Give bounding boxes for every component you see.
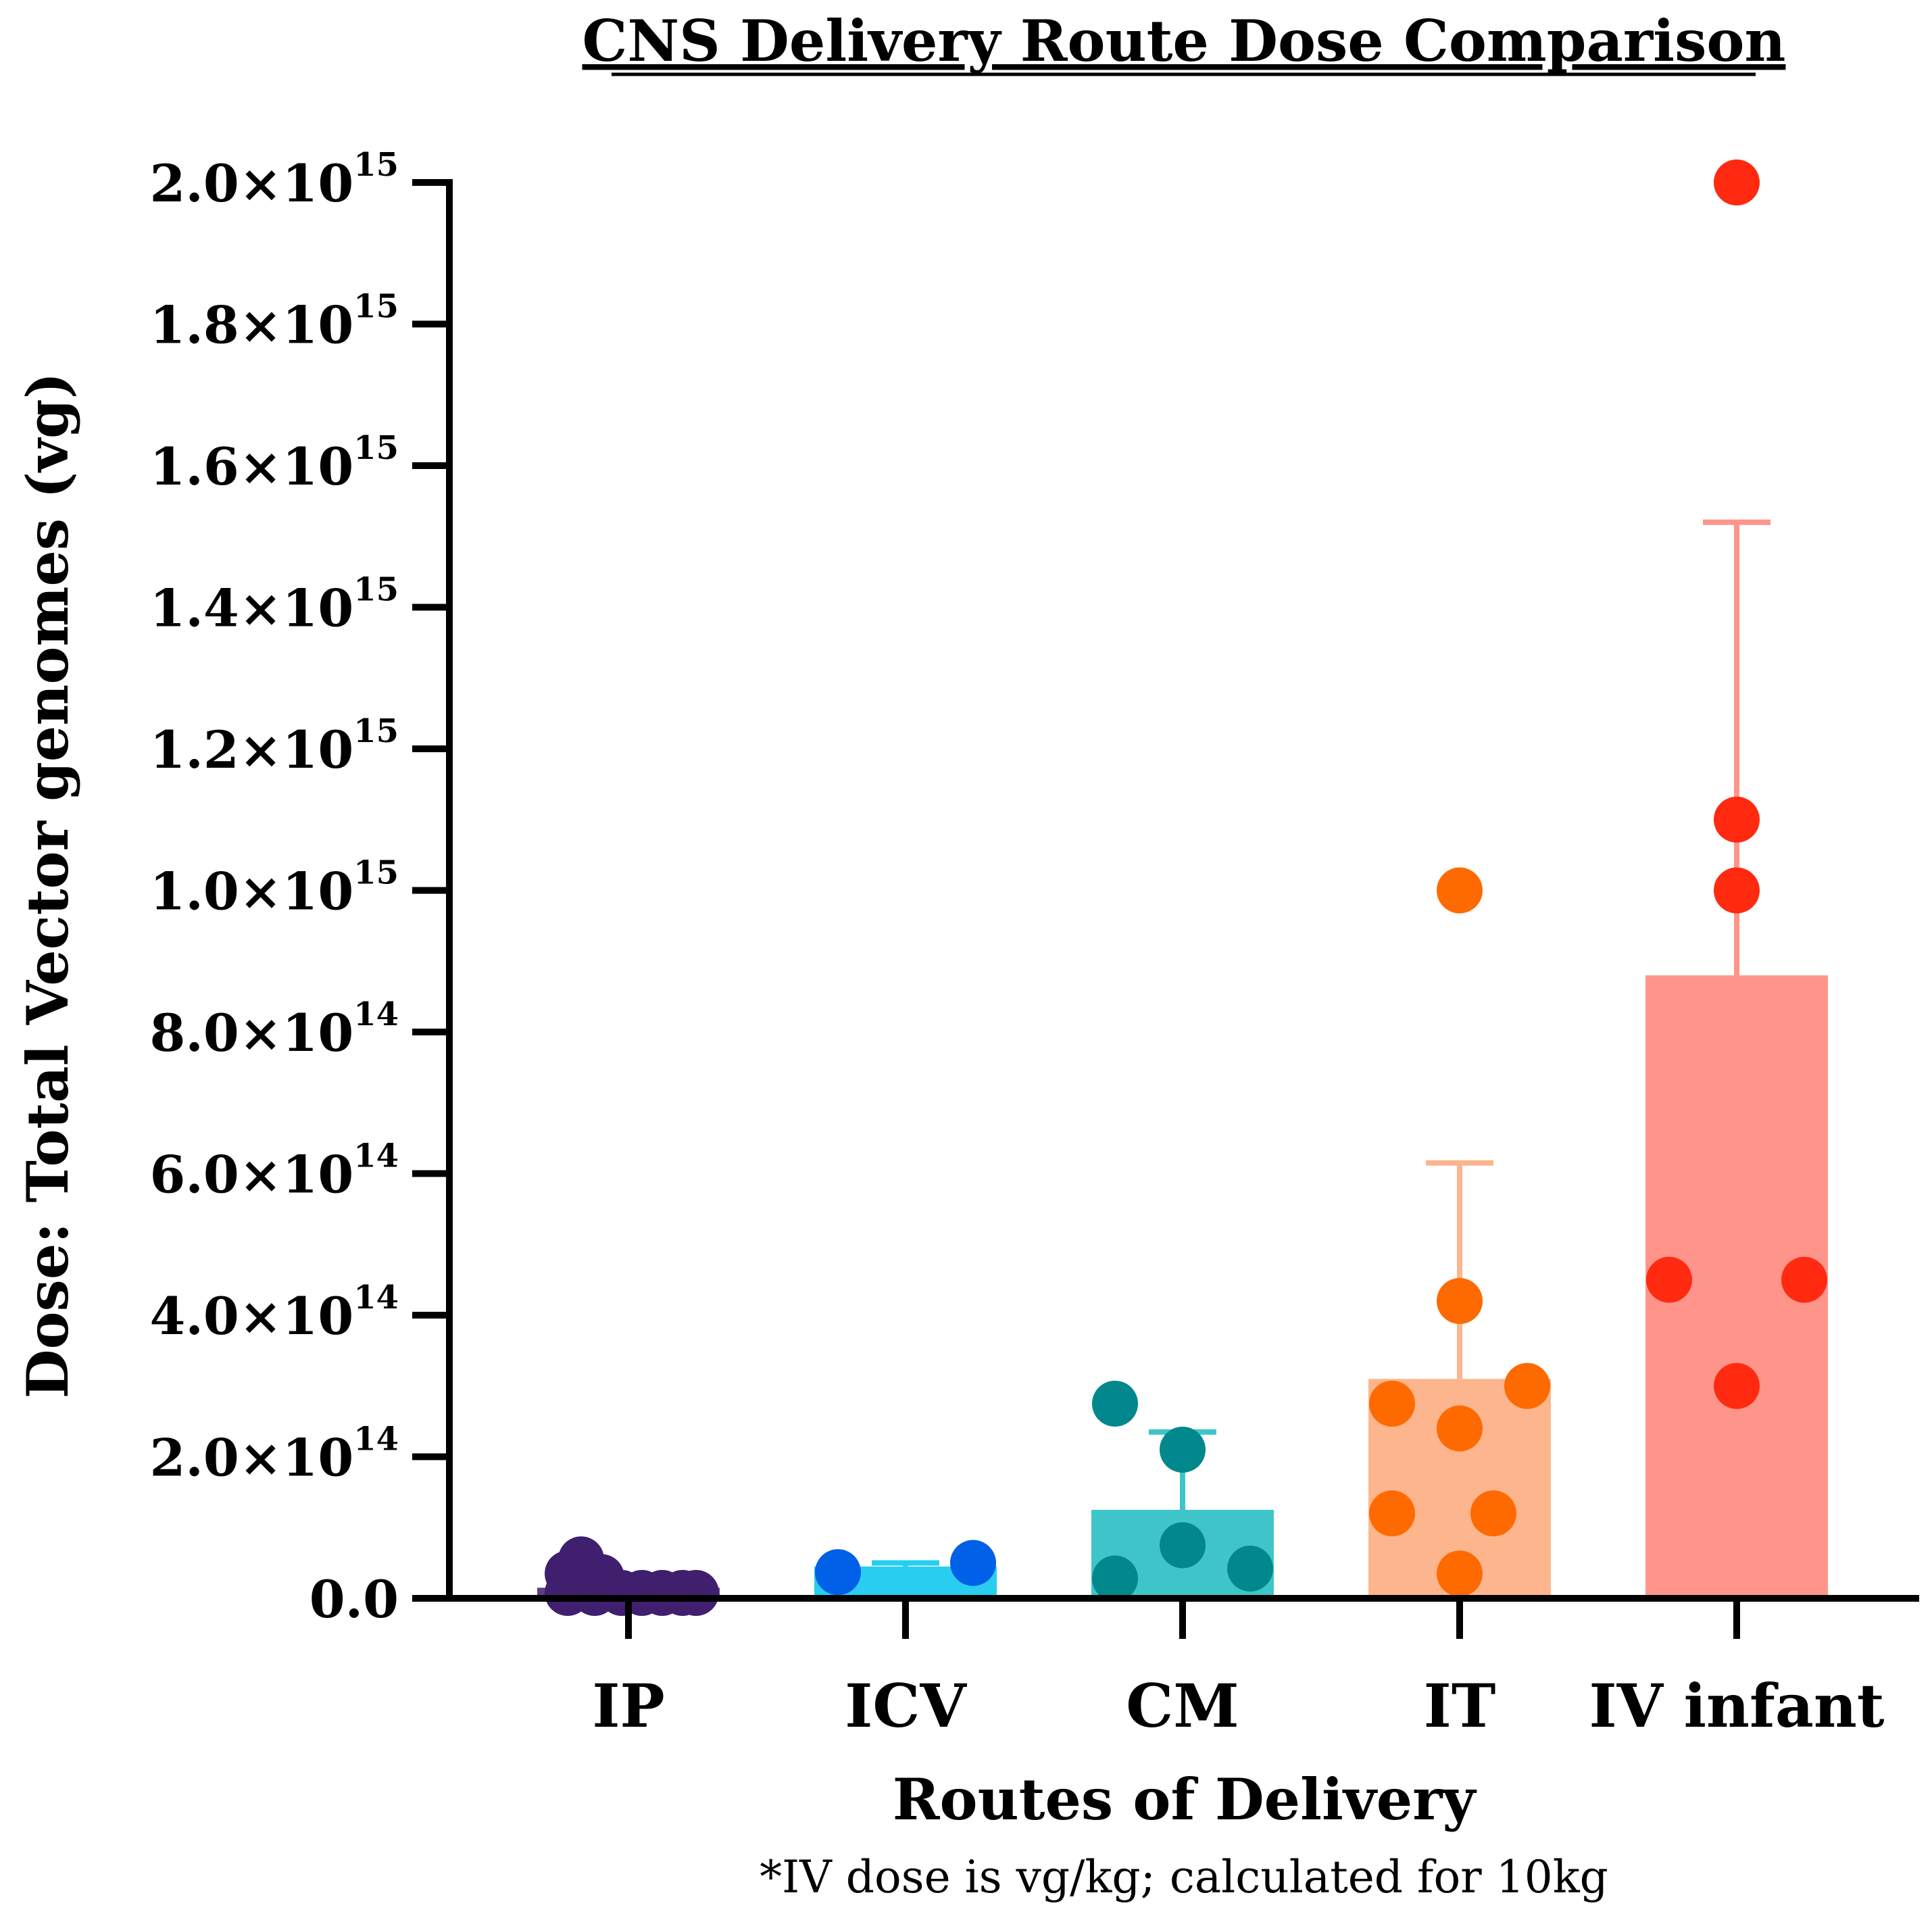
data-point-it-4 [1504, 1362, 1550, 1409]
data-point-iv-infant-5 [1781, 1256, 1827, 1303]
x-tick-label: IP [592, 1671, 664, 1741]
x-tick-label: ICV [845, 1671, 967, 1741]
x-axis-label: Routes of Delivery [893, 1766, 1477, 1833]
y-tick-label: 1.4×1015 [150, 571, 399, 639]
x-tick-label: IV infant [1589, 1671, 1885, 1741]
data-point-icv-1 [815, 1549, 861, 1596]
data-point-it-3 [1369, 1380, 1415, 1427]
y-tick-label: 4.0×1014 [150, 1279, 399, 1346]
data-point-cm-2 [1160, 1427, 1206, 1473]
data-point-cm-3 [1160, 1522, 1206, 1569]
y-ticks-layer: 0.0 2.0×1014 4.0×1014 6.0×1014 8.0×1014 1.0×1… [150, 146, 449, 1629]
y-tick-label: 2.0×1014 [150, 1421, 399, 1488]
data-point-cm-1 [1092, 1380, 1138, 1427]
y-tick-label: 2.0×1015 [150, 146, 399, 214]
y-tick-label: 1.2×1015 [150, 712, 399, 780]
data-point-it-5 [1437, 1405, 1483, 1452]
data-point-it-6 [1369, 1490, 1415, 1537]
y-tick-label: 1.8×1015 [150, 288, 399, 355]
x-ticks-layer: IP ICV CM IT IV infant [592, 1598, 1885, 1741]
data-point-it-2 [1437, 1278, 1483, 1325]
data-point-cm-4 [1092, 1555, 1138, 1602]
footnote: *IV dose is vg/kg; calculated for 10kg [760, 1851, 1608, 1903]
x-tick-label: IT [1424, 1671, 1496, 1741]
y-tick-label: 1.6×1015 [150, 429, 399, 497]
error-bars-layer [872, 519, 1770, 1567]
y-tick-label: 8.0×1014 [150, 995, 399, 1063]
data-point-iv-infant-1 [1714, 159, 1760, 205]
y-axis-label: Dose: Total Vector genomes (vg) [14, 372, 81, 1399]
points-layer [545, 159, 1827, 1616]
y-tick-label: 6.0×1014 [150, 1137, 399, 1205]
data-point-it-7 [1470, 1490, 1516, 1537]
data-point-iv-infant-3 [1714, 867, 1760, 914]
data-point-iv-infant-4 [1646, 1256, 1692, 1303]
data-point-iv-infant-6 [1714, 1362, 1760, 1409]
x-tick-label: CM [1126, 1671, 1239, 1741]
y-tick-label: 0.0 [309, 1569, 399, 1629]
y-tick-label: 1.0×1015 [150, 854, 399, 922]
data-point-iv-infant-2 [1714, 796, 1760, 843]
data-point-it-1 [1437, 867, 1483, 914]
data-point-icv-2 [950, 1540, 996, 1586]
data-point-it-8 [1437, 1550, 1483, 1597]
data-point-cm-5 [1227, 1546, 1273, 1592]
chart-title: CNS Delivery Route Dose Comparison [583, 7, 1786, 74]
data-point-ip-10 [673, 1570, 719, 1616]
